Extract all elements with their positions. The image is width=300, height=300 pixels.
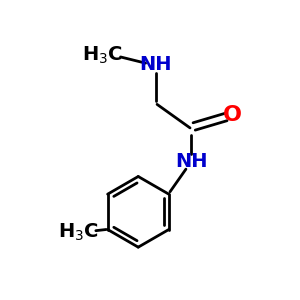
Text: NH: NH xyxy=(175,152,208,171)
Text: O: O xyxy=(223,105,242,125)
Text: NH: NH xyxy=(140,55,172,74)
Text: H$_3$C: H$_3$C xyxy=(58,222,99,243)
Text: H$_3$C: H$_3$C xyxy=(82,45,123,66)
